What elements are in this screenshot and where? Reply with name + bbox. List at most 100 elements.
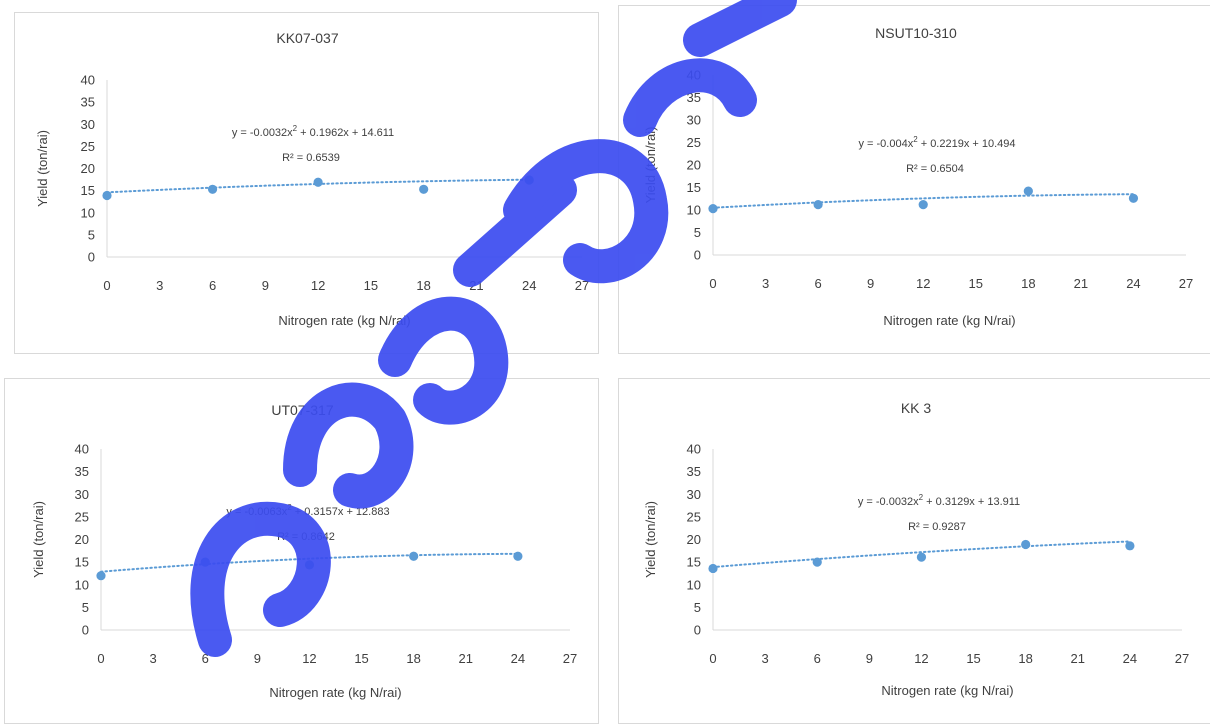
r-squared-label: R² = 0.9287 (908, 521, 966, 533)
x-axis-label: Nitrogen rate (kg N/rai) (883, 313, 1015, 328)
y-axis-label: Yield (ton/rai) (31, 501, 46, 578)
trend-equation-exponent: 2 (293, 124, 298, 133)
data-point (409, 551, 419, 561)
data-point (812, 557, 822, 567)
x-tick-label: 6 (202, 651, 209, 666)
data-point (918, 200, 928, 210)
trendline (712, 193, 1135, 209)
data-point (524, 175, 534, 185)
trend-equation-prefix: y = -0.0032x (858, 496, 919, 508)
data-point (419, 184, 429, 194)
y-tick-label: 40 (75, 442, 89, 457)
chart-svg: KK 3 0 5 10 15 20 25 30 35 40 0 3 6 9 12 15 18 21 24 27 Nitr… (643, 400, 1189, 698)
x-tick-label: 27 (575, 278, 589, 293)
x-tick-label: 15 (969, 276, 983, 291)
x-tick-label: 15 (354, 651, 368, 666)
x-tick-label: 6 (209, 278, 216, 293)
x-tick-label: 3 (761, 651, 768, 666)
y-tick-label: 15 (75, 555, 89, 570)
data-point (1125, 541, 1135, 551)
data-point (916, 552, 927, 562)
x-tick-label: 6 (814, 651, 821, 666)
x-tick-label: 21 (459, 651, 473, 666)
trend-equation: y = -0.0032x2 + 0.1962x + 14.611 (232, 124, 394, 139)
x-tick-label: 9 (866, 651, 873, 666)
trend-equation: y = -0.0063x2 + 0.3157x + 12.883 (226, 503, 389, 518)
x-tick-label: 0 (103, 278, 110, 293)
y-tick-label: 10 (81, 205, 95, 220)
x-tick-label: 3 (149, 651, 156, 666)
x-tick-label: 9 (262, 278, 269, 293)
y-tick-label: 35 (687, 90, 701, 105)
y-tick-label: 35 (687, 464, 701, 479)
y-tick-label: 30 (75, 487, 89, 502)
data-point (1023, 186, 1033, 196)
data-point (513, 551, 523, 561)
y-tick-label: 40 (687, 68, 701, 83)
data-point (304, 560, 315, 570)
y-tick-label: 40 (81, 73, 95, 88)
chart-svg: NSUT10-310 0 5 10 15 20 25 30 35 40 0 3 6 9 12 15 18 21 24… (643, 25, 1193, 328)
x-tick-label: 18 (406, 651, 420, 666)
data-point (1021, 539, 1031, 550)
y-tick-label: 35 (75, 464, 89, 479)
data-point (313, 177, 323, 187)
y-tick-label: 40 (687, 442, 701, 457)
y-axis-label: Yield (ton/rai) (643, 127, 658, 204)
x-tick-label: 18 (1021, 276, 1035, 291)
x-tick-label: 3 (156, 278, 163, 293)
x-axis-label: Nitrogen rate (kg N/rai) (278, 313, 410, 328)
trend-equation-suffix: + 0.2219x + 10.494 (918, 138, 1016, 150)
y-tick-label: 20 (75, 532, 89, 547)
x-tick-label: 15 (966, 651, 980, 666)
y-tick-label: 0 (694, 248, 701, 263)
y-tick-label: 15 (687, 180, 701, 195)
data-point (708, 563, 718, 574)
data-point (813, 200, 823, 210)
x-tick-label: 12 (914, 651, 928, 666)
y-tick-label: 5 (88, 227, 95, 242)
x-tick-label: 6 (814, 276, 821, 291)
x-tick-label: 27 (1179, 276, 1193, 291)
chart-panel-nsut10-310: NSUT10-310 0 5 10 15 20 25 30 35 40 0 3 6 9 12 15 18 21 24… (618, 5, 1210, 354)
y-tick-label: 15 (81, 183, 95, 198)
data-point (207, 184, 218, 194)
y-tick-label: 25 (687, 135, 701, 150)
data-point (102, 190, 112, 201)
x-axis-label: Nitrogen rate (kg N/rai) (269, 685, 401, 700)
chart-panel-ut07-317: UT07-317 0 5 10 15 20 25 30 35 40 0 3 6 9 12 15 18 21 24 27… (4, 378, 599, 724)
x-tick-label: 12 (302, 651, 316, 666)
chart-svg: UT07-317 0 5 10 15 20 25 30 35 40 0 3 6 9 12 15 18 21 24 27… (31, 402, 577, 700)
x-tick-label: 24 (1123, 651, 1137, 666)
x-tick-label: 24 (522, 278, 536, 293)
x-tick-label: 9 (254, 651, 261, 666)
y-tick-label: 20 (81, 161, 95, 176)
y-tick-label: 25 (687, 509, 701, 524)
trend-equation-prefix: y = -0.0032x (232, 127, 293, 139)
y-tick-label: 10 (687, 577, 701, 592)
trend-equation-exponent: 2 (919, 493, 924, 502)
x-tick-label: 24 (511, 651, 525, 666)
x-tick-label: 12 (916, 276, 930, 291)
chart-panel-kk07-037: KK07-037 0 5 10 15 20 25 30 35 40 0 3 6 9 12 15 18 21 24 27… (14, 12, 599, 354)
trend-equation: y = -0.0032x2 + 0.3129x + 13.911 (858, 493, 1020, 508)
trendline (712, 540, 1131, 569)
x-tick-label: 21 (469, 278, 483, 293)
x-tick-label: 0 (709, 651, 716, 666)
chart-title: UT07-317 (271, 402, 333, 418)
x-tick-label: 24 (1126, 276, 1140, 291)
y-tick-label: 30 (687, 113, 701, 128)
x-tick-label: 9 (867, 276, 874, 291)
trend-equation-prefix: y = -0.0063x (226, 506, 287, 518)
r-squared-label: R² = 0.8642 (277, 531, 335, 543)
x-tick-label: 0 (97, 651, 104, 666)
x-tick-label: 21 (1074, 276, 1088, 291)
y-tick-label: 30 (687, 487, 701, 502)
x-axis-label: Nitrogen rate (kg N/rai) (881, 683, 1013, 698)
chart-panel-kk3: KK 3 0 5 10 15 20 25 30 35 40 0 3 6 9 12 15 18 21 24 27 Nitr… (618, 378, 1210, 724)
data-point (96, 571, 106, 581)
chart-svg: KK07-037 0 5 10 15 20 25 30 35 40 0 3 6 9 12 15 18 21 24 27… (35, 30, 589, 328)
y-tick-label: 25 (81, 139, 95, 154)
x-tick-label: 0 (709, 276, 716, 291)
y-tick-label: 20 (687, 158, 701, 173)
